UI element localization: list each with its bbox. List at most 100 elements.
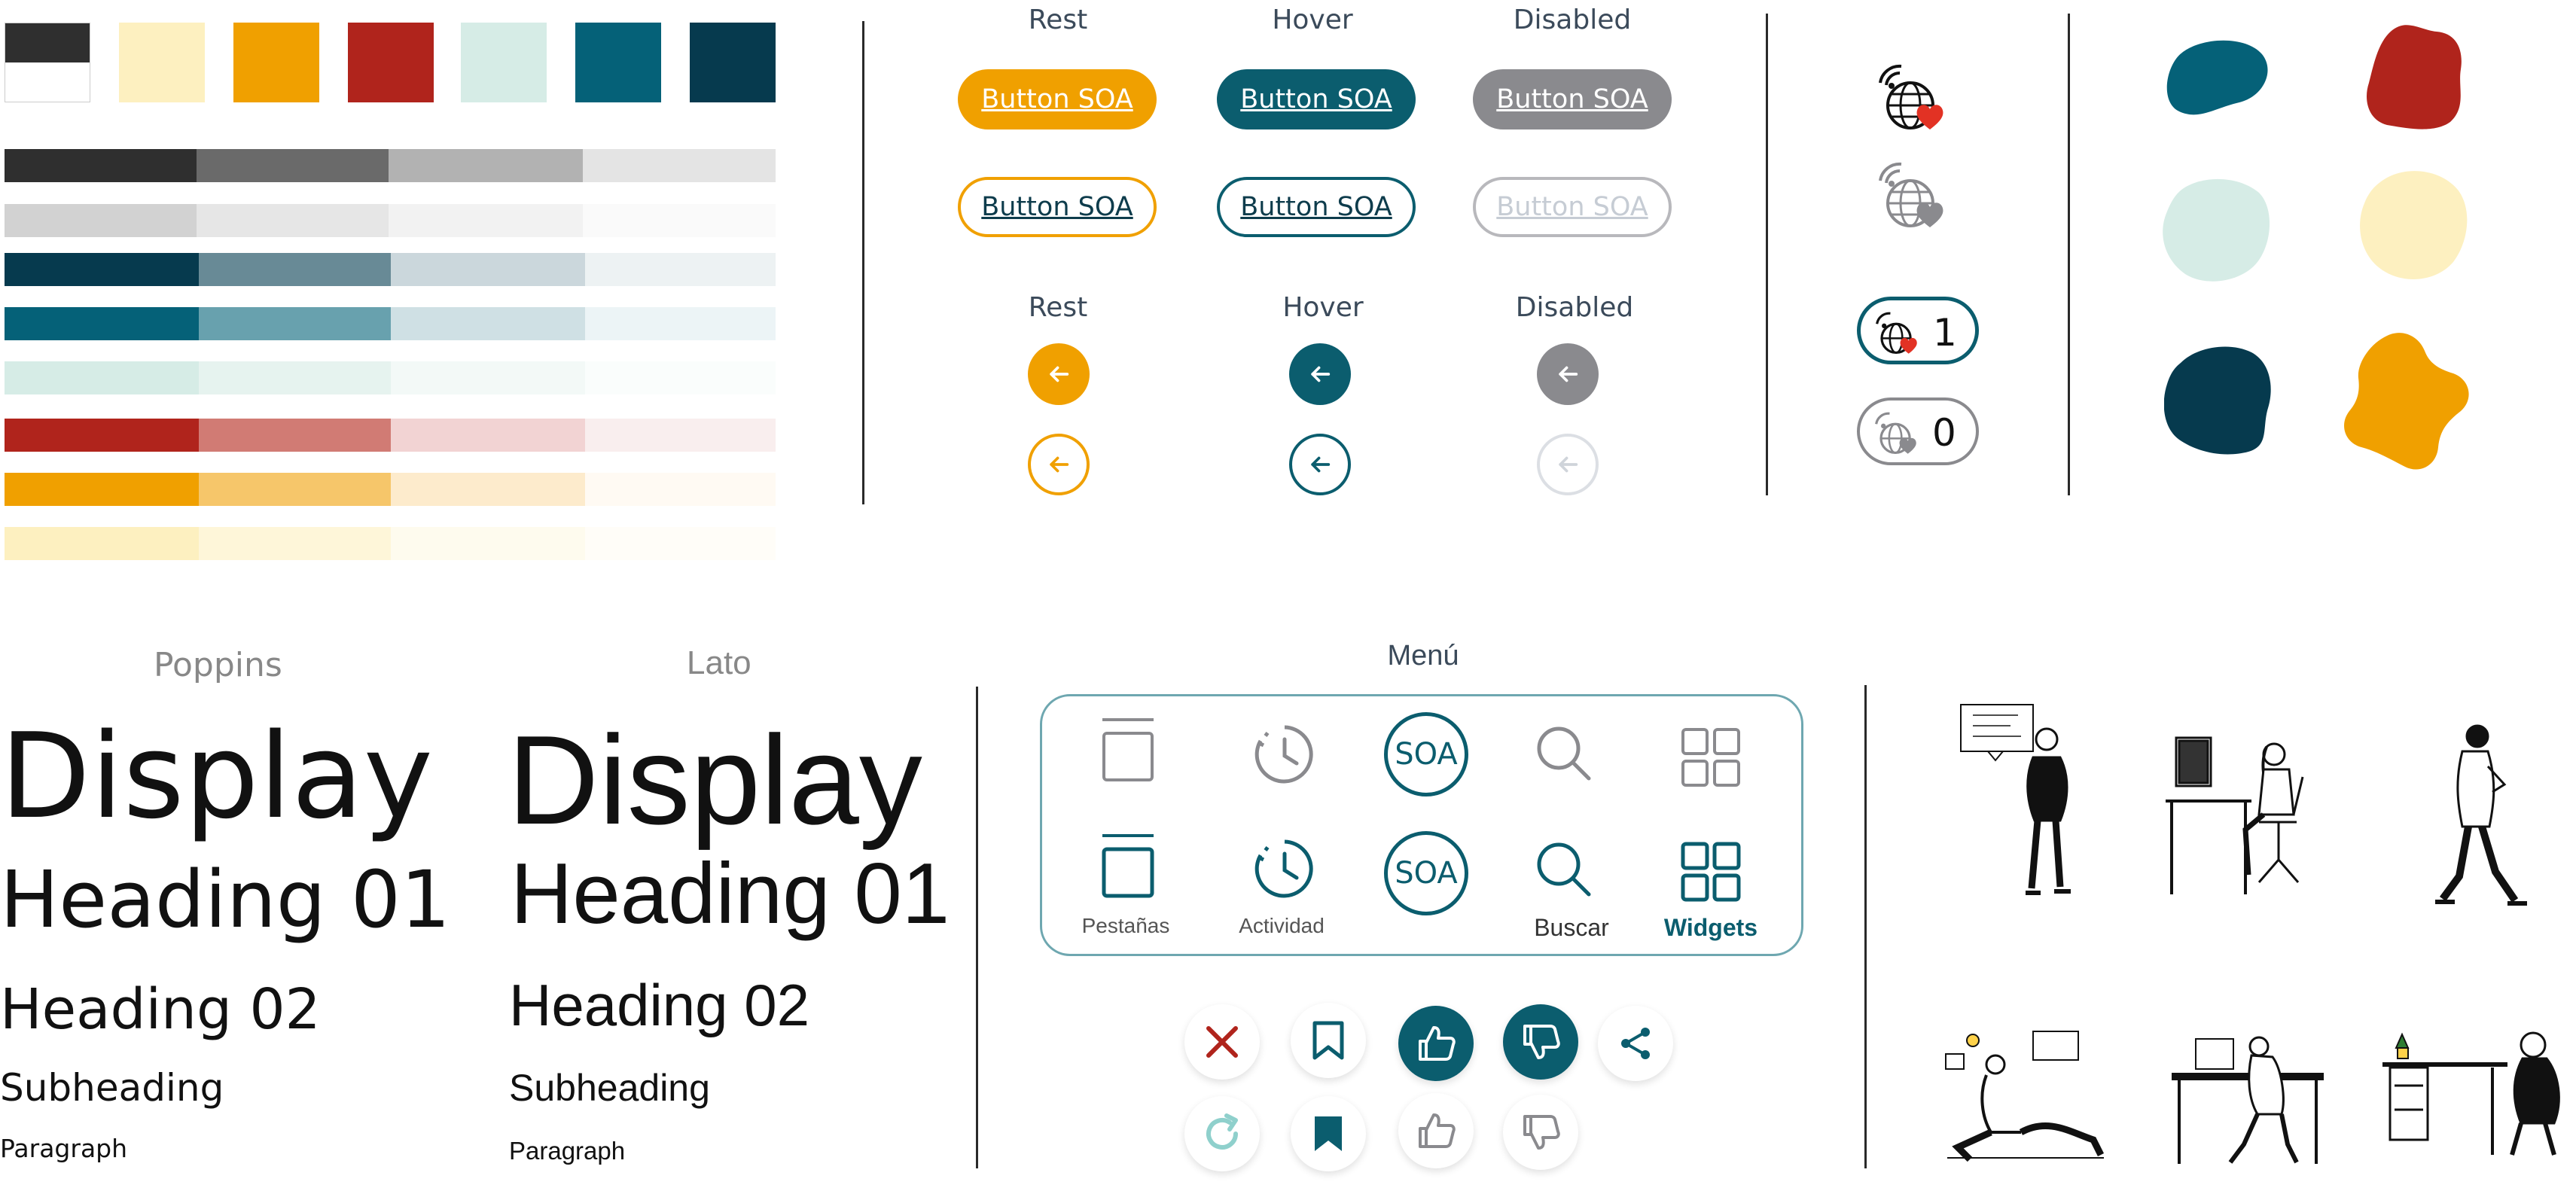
globe-heart-inactive-icon (1879, 162, 1943, 227)
tint-cell (583, 204, 776, 237)
blob-shape (2163, 178, 2270, 282)
color-swatch (461, 23, 547, 102)
state-label-rest: Rest (1028, 5, 1088, 35)
arrow-left-icon (1559, 366, 1578, 382)
refresh-icon (1206, 1113, 1238, 1150)
arrow-left-icon (1311, 456, 1331, 473)
close-icon (1206, 1026, 1238, 1058)
tint-cell (5, 527, 199, 560)
color-swatch (119, 23, 205, 102)
tint-cell (197, 204, 389, 237)
globe-heart-inactive-icon (1875, 412, 1916, 455)
tabs-icon[interactable] (1099, 833, 1157, 900)
illustration-woman-at-desk (2166, 736, 2304, 894)
clock-icon[interactable] (1253, 837, 1316, 900)
tint-cell (585, 419, 776, 452)
menu-label-widgets: Widgets (1663, 914, 1758, 941)
tint-cell (5, 149, 197, 182)
tint-row (5, 473, 776, 506)
menu-panel (1040, 694, 1803, 956)
arrow-left-icon (1050, 456, 1069, 473)
dislike-button-active[interactable] (1503, 1004, 1578, 1080)
state-label-hover-2: Hover (1282, 292, 1364, 323)
poppins-heading-01: Heading 01 (0, 854, 451, 946)
search-icon[interactable] (1533, 723, 1593, 783)
clock-icon[interactable] (1253, 723, 1316, 786)
back-button-outline-rest[interactable] (1028, 434, 1090, 495)
tint-row (5, 419, 776, 452)
button-outline-hover[interactable]: Button SOA (1217, 177, 1416, 237)
button-filled-hover[interactable]: Button SOA (1217, 69, 1416, 129)
share-button[interactable] (1598, 1006, 1673, 1081)
tint-cell (585, 527, 776, 560)
favorite-count-inactive-pill[interactable]: 0 (1857, 397, 1979, 465)
globe-heart-active-icon[interactable] (1871, 60, 1954, 136)
thumbs-up-icon (1419, 1026, 1456, 1061)
illustration-man-walking (2435, 724, 2527, 906)
tint-cell (199, 307, 391, 340)
soa-logo-button[interactable]: SOA (1384, 712, 1468, 796)
color-swatch (233, 23, 319, 102)
blob-shape (2166, 40, 2268, 115)
tint-cell (391, 473, 585, 506)
bookmark-icon (1315, 1116, 1342, 1151)
tint-row (5, 149, 776, 182)
arrow-left-icon (1559, 456, 1578, 473)
tabs-icon[interactable] (1099, 717, 1157, 784)
widgets-icon[interactable] (1681, 842, 1741, 902)
back-button-outline-hover[interactable] (1289, 434, 1351, 495)
button-outline-rest[interactable]: Button SOA (958, 177, 1157, 237)
refresh-button[interactable] (1184, 1096, 1260, 1171)
tint-cell (5, 204, 197, 237)
favorite-count-inactive: 0 (1932, 411, 1956, 455)
blob-shape (2344, 333, 2469, 470)
close-button[interactable] (1184, 1004, 1260, 1080)
dislike-button[interactable] (1503, 1095, 1578, 1170)
search-icon[interactable] (1533, 839, 1593, 899)
tint-cell (5, 473, 199, 506)
like-button[interactable] (1398, 1093, 1474, 1168)
button-filled-rest[interactable]: Button SOA (958, 69, 1157, 129)
color-swatch (348, 23, 434, 102)
button-filled-disabled: Button SOA (1473, 69, 1672, 129)
illustration-man-with-map (1960, 704, 2071, 895)
tint-cell (585, 253, 776, 286)
tint-cell (391, 527, 585, 560)
lato-display: Display (508, 709, 922, 851)
thumbs-down-icon (1523, 1115, 1560, 1150)
menu-label-activity: Actividad (1239, 914, 1325, 937)
lato-heading-02: Heading 02 (509, 972, 809, 1038)
widgets-icon[interactable] (1681, 727, 1741, 787)
favorite-count-active: 1 (1933, 311, 1957, 355)
divider (2068, 14, 2070, 495)
tint-cell (199, 419, 391, 452)
menu-title: Menú (1387, 640, 1459, 672)
tint-cell (391, 253, 585, 286)
tint-cell (391, 361, 585, 394)
tint-cell (5, 253, 199, 286)
back-button-filled-rest[interactable] (1028, 343, 1090, 405)
tint-cell (5, 361, 199, 394)
lato-subheading: Subheading (509, 1067, 710, 1109)
tint-cell (199, 473, 391, 506)
bookmark-button[interactable] (1291, 1003, 1366, 1078)
back-button-filled-hover[interactable] (1289, 343, 1351, 405)
poppins-paragraph: Paragraph (0, 1134, 128, 1163)
back-button-outline-disabled (1537, 434, 1599, 495)
menu-label-tabs: Pestañas (1081, 914, 1170, 937)
arrow-left-icon (1311, 366, 1331, 382)
button-outline-disabled: Button SOA (1473, 177, 1672, 237)
arrow-left-icon (1050, 366, 1069, 382)
favorite-count-active-pill[interactable]: 1 (1857, 297, 1979, 364)
like-button-active[interactable] (1398, 1006, 1474, 1081)
color-swatch (5, 23, 90, 102)
illustration-woman-phone-desk (2172, 1036, 2324, 1164)
font-name-poppins: Poppins (154, 646, 282, 684)
bookmark-button-saved[interactable] (1291, 1096, 1366, 1171)
illustration-man-desk-plant (2382, 1031, 2560, 1156)
tint-cell (197, 149, 389, 182)
tint-cell (199, 527, 391, 560)
soa-logo-button[interactable]: SOA (1384, 831, 1468, 915)
tint-cell (199, 361, 391, 394)
poppins-display: Display (0, 708, 434, 845)
